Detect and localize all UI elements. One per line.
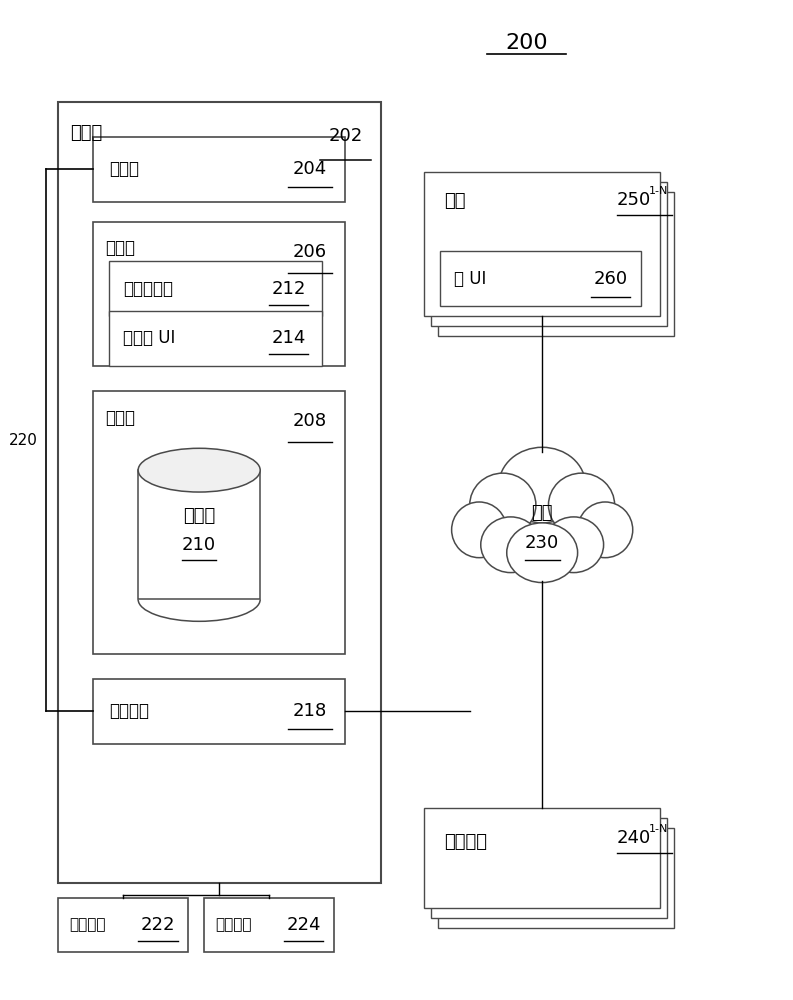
Text: 230: 230 (525, 534, 559, 552)
Bar (439, 828, 675, 928)
Bar (424, 808, 661, 908)
Text: 网 UI: 网 UI (454, 270, 486, 288)
Ellipse shape (507, 523, 577, 583)
Bar (58, 898, 188, 952)
Text: 260: 260 (594, 270, 628, 288)
Text: 委派管理器: 委派管理器 (123, 280, 173, 298)
Text: 存储器: 存储器 (105, 409, 135, 427)
Text: 214: 214 (271, 329, 306, 347)
Ellipse shape (481, 517, 541, 573)
Text: 计算机: 计算机 (70, 124, 102, 142)
Ellipse shape (577, 502, 633, 558)
Text: 208: 208 (293, 412, 327, 430)
Bar (439, 192, 675, 336)
Ellipse shape (544, 517, 603, 573)
Text: 1-N: 1-N (649, 186, 668, 196)
Text: 处理器: 处理器 (109, 160, 139, 178)
Bar (431, 182, 668, 326)
Bar (58, 102, 381, 883)
Text: 数据节点: 数据节点 (444, 833, 487, 851)
Text: 218: 218 (293, 702, 327, 720)
Text: 存储器: 存储器 (105, 239, 135, 257)
Bar (440, 251, 641, 306)
Text: 200: 200 (505, 33, 548, 53)
Text: 202: 202 (328, 127, 362, 145)
Bar (109, 261, 322, 316)
Text: 206: 206 (293, 243, 327, 261)
Bar (94, 137, 345, 202)
Ellipse shape (549, 473, 615, 537)
Text: 用户: 用户 (444, 192, 465, 210)
Bar (204, 898, 334, 952)
Ellipse shape (499, 447, 585, 523)
Text: 222: 222 (140, 916, 175, 934)
Text: 204: 204 (293, 160, 327, 178)
Text: 输出设备: 输出设备 (216, 918, 252, 933)
Bar (94, 222, 345, 366)
Text: 1-N: 1-N (649, 824, 668, 834)
Ellipse shape (469, 473, 536, 537)
Text: 输入设备: 输入设备 (70, 918, 106, 933)
Bar (138, 470, 260, 599)
Text: 210: 210 (182, 536, 216, 554)
Bar (109, 311, 322, 366)
Text: 云管理 UI: 云管理 UI (123, 329, 175, 347)
Bar (424, 172, 661, 316)
Text: 资料库: 资料库 (183, 507, 215, 525)
Text: 212: 212 (271, 280, 306, 298)
Ellipse shape (452, 502, 507, 558)
Ellipse shape (138, 448, 260, 492)
Text: 220: 220 (9, 433, 38, 448)
Bar (431, 818, 668, 918)
Text: 网络接口: 网络接口 (109, 702, 149, 720)
Text: 网络: 网络 (531, 504, 553, 522)
Text: 250: 250 (617, 191, 651, 209)
Text: 240: 240 (617, 829, 651, 847)
Bar (94, 679, 345, 744)
Text: 224: 224 (286, 916, 321, 934)
Bar (94, 391, 345, 654)
